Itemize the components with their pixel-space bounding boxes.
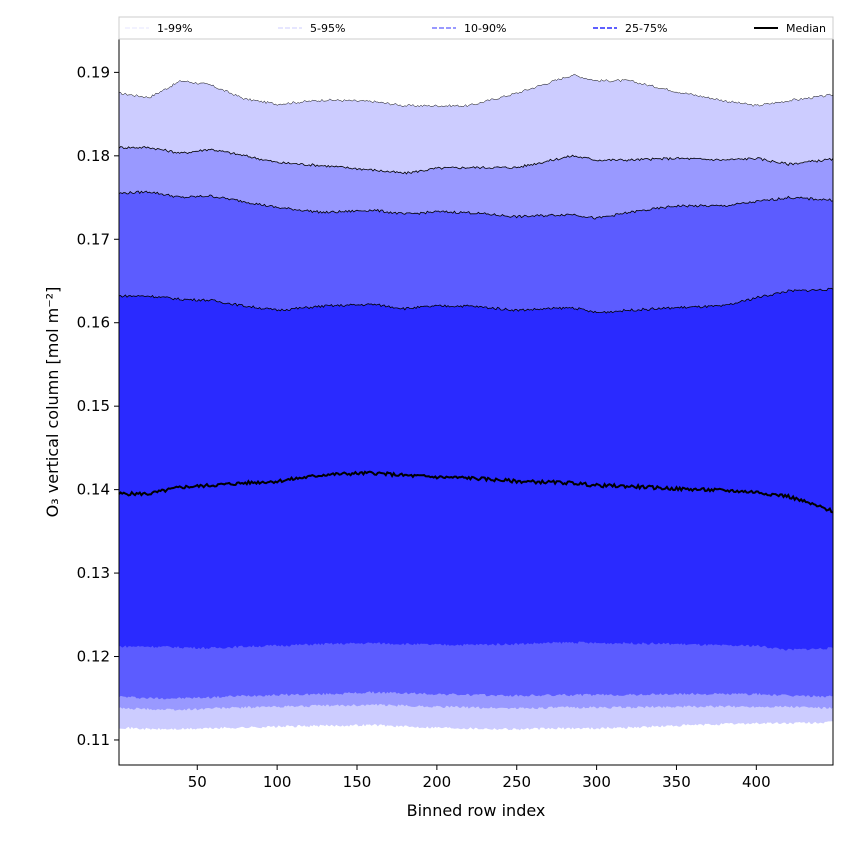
median-line [118, 470, 834, 514]
band-upper-edge-5-95pct [118, 146, 834, 175]
x-tick-label: 50 [188, 773, 207, 791]
x-tick-label: 200 [423, 773, 452, 791]
x-tick-label: 100 [263, 773, 292, 791]
x-axis-ticks: 50 100 150 200 250 300 350 400 [188, 765, 771, 791]
legend-label: Median [786, 22, 826, 35]
legend: 1-99% 5-95% 10-90% 25-75% Median [118, 16, 834, 40]
x-tick-label: 350 [662, 773, 691, 791]
percentile-bands [118, 73, 834, 731]
y-tick-label: 0.13 [77, 564, 110, 582]
legend-label: 5-95% [310, 22, 345, 35]
y-tick-label: 0.12 [77, 648, 110, 666]
y-axis-ticks: 0.11 0.12 0.13 0.14 0.15 0.16 0.17 0.18 0.19 [77, 63, 119, 749]
y-tick-label: 0.11 [77, 731, 110, 749]
y-axis-title: O₃ vertical column [mol m⁻²] [43, 287, 62, 518]
y-tick-label: 0.19 [77, 63, 110, 81]
y-tick-label: 0.18 [77, 147, 110, 165]
x-tick-label: 150 [343, 773, 372, 791]
band-upper-edge-1-99pct [118, 73, 834, 108]
legend-label: 1-99% [157, 22, 192, 35]
y-tick-label: 0.14 [77, 481, 110, 499]
band-25-75pct [119, 288, 833, 651]
x-tick-label: 300 [582, 773, 611, 791]
x-tick-label: 400 [742, 773, 771, 791]
legend-box [118, 16, 834, 40]
band-upper-edge-25-75pct [118, 287, 834, 314]
y-tick-label: 0.17 [77, 230, 110, 248]
y-tick-label: 0.15 [77, 397, 110, 415]
y-tick-label: 0.16 [77, 314, 110, 332]
legend-label: 25-75% [625, 22, 667, 35]
band-upper-edge-10-90pct [118, 190, 834, 220]
legend-label: 10-90% [464, 22, 506, 35]
x-tick-label: 250 [502, 773, 531, 791]
median-line-group [118, 470, 834, 514]
x-axis-title: Binned row index [407, 801, 546, 820]
